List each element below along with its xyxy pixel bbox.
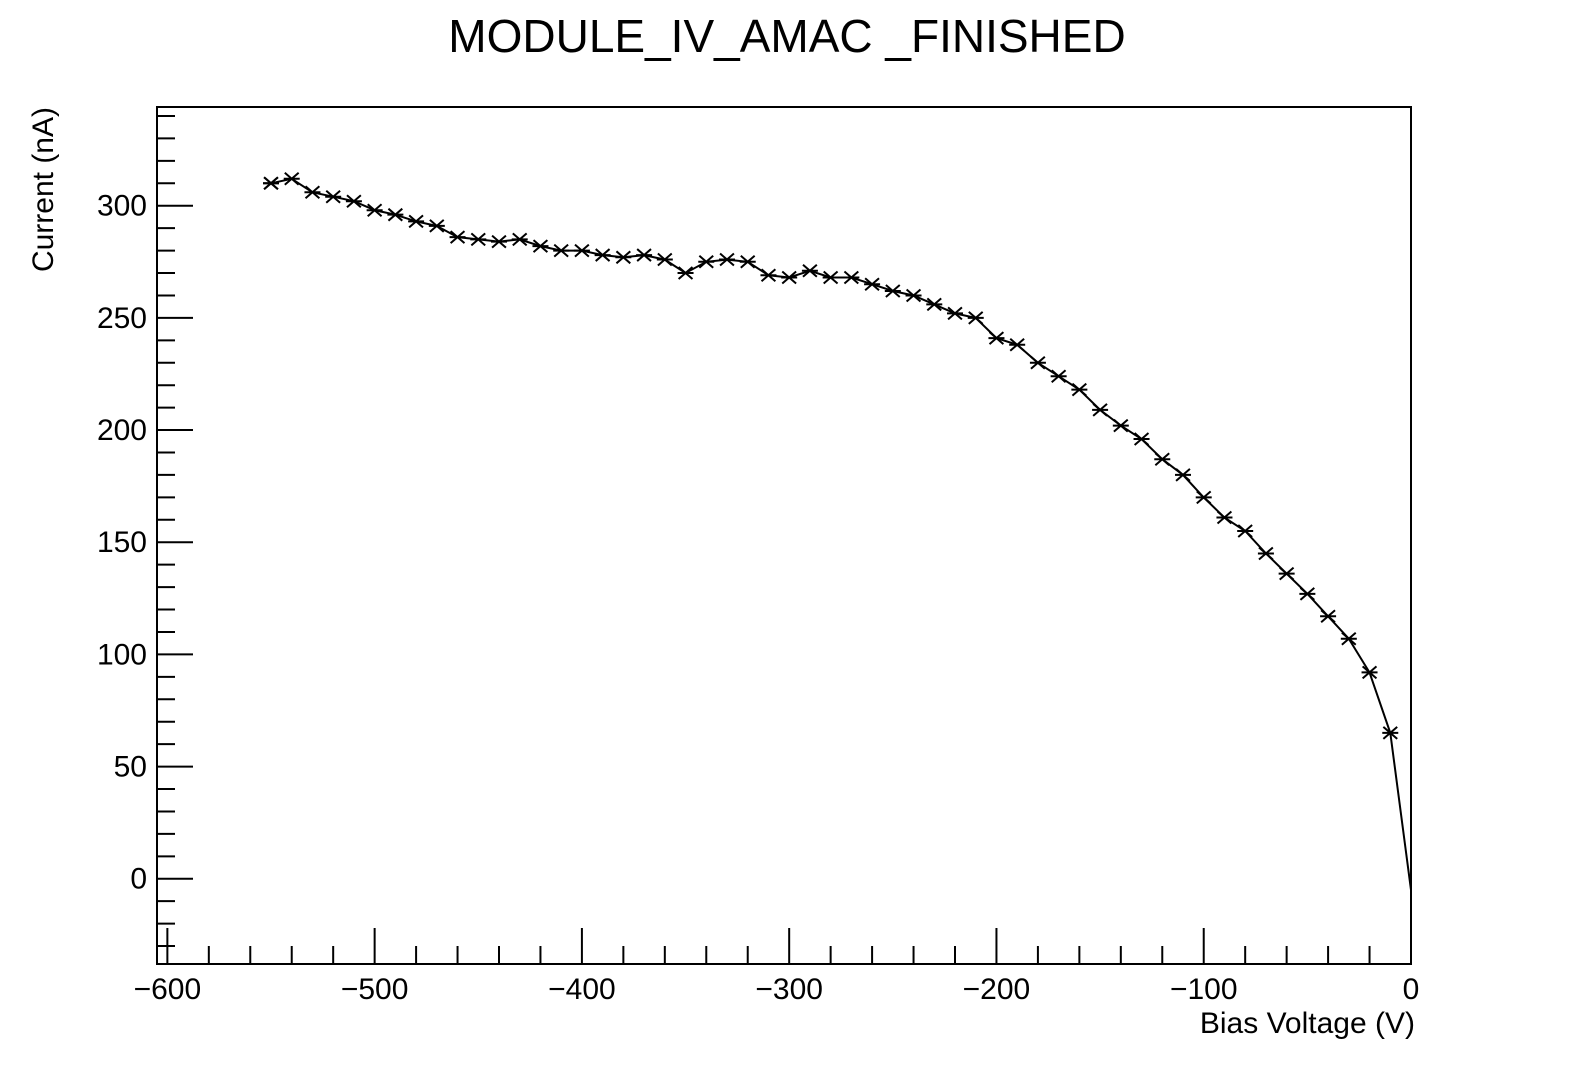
data-point-marker [1050,369,1067,383]
x-tick-label: −400 [548,973,616,1006]
data-point-marker [988,331,1005,345]
y-axis: 0 50 100 150 200 250 300 [97,114,193,948]
data-point-marker [387,207,404,222]
x-tick-label: −600 [134,973,202,1006]
data-point-marker [864,277,881,291]
series-group [263,172,1412,891]
data-point-marker [1009,338,1026,352]
data-point-marker [283,172,300,186]
data-point-marker [428,219,445,233]
data-point-marker [263,176,279,191]
data-point-marker [1320,609,1337,624]
data-point-marker [1175,468,1191,482]
data-point-marker [739,255,756,269]
x-tick-label: −500 [341,973,409,1006]
data-point-marker [511,232,528,247]
data-point-marker [1195,490,1212,505]
data-point-marker [636,248,653,262]
x-tick-label: 0 [1403,973,1420,1006]
data-point-marker [1071,382,1088,397]
data-point-marker [1382,726,1399,740]
data-point-marker [408,214,425,229]
data-point-marker [573,243,590,258]
y-axis-label: Current (nA) [27,107,60,272]
data-point-marker [1340,631,1357,646]
data-point-marker [884,284,901,298]
y-tick-label: 300 [97,190,147,223]
x-tick-label: −200 [963,973,1031,1006]
data-point-marker [822,270,839,285]
data-point-marker [905,288,922,303]
data-point-marker [491,234,507,249]
data-point-marker [366,203,383,217]
data-point-marker [1029,355,1046,370]
y-tick-label: 250 [97,302,147,335]
y-tick-label: 100 [97,638,147,671]
data-point-marker [1257,546,1274,561]
data-point-marker [1278,566,1295,581]
data-point-marker [719,252,735,267]
data-point-marker [594,248,611,262]
x-tick-label: −300 [755,973,823,1006]
x-axis: −600 −500 −400 −300 −200 −100 0 [134,928,1420,1006]
data-point-marker [1154,452,1171,466]
data-point-marker [1216,510,1233,525]
data-point-marker [801,264,818,278]
data-point-marker [781,270,798,285]
data-point-marker [843,270,860,285]
data-point-marker [1112,418,1129,433]
chart-title: MODULE_IV_AMAC _FINISHED [448,10,1125,62]
x-axis-label: Bias Voltage (V) [1200,1007,1415,1040]
y-tick-label: 150 [97,526,147,559]
y-tick-label: 200 [97,414,147,447]
data-point-marker [656,252,673,267]
data-point-marker [615,250,632,265]
data-point-marker [449,230,466,244]
data-point-marker [926,297,943,312]
data-point-marker [967,311,984,325]
y-tick-label: 50 [114,751,147,784]
data-point-marker [304,185,321,200]
data-point-marker [1133,432,1150,446]
data-point-marker [1299,587,1316,601]
x-tick-label: −100 [1170,973,1238,1006]
data-point-marker [470,232,487,247]
data-point-marker [1237,524,1254,538]
data-point-marker [1361,665,1378,680]
y-tick-label: 0 [130,863,147,896]
data-point-marker [698,255,715,269]
data-point-marker [677,266,694,280]
data-point-marker [947,306,963,321]
data-point-marker [553,243,570,258]
data-point-marker [1092,403,1109,417]
data-point-marker [325,189,342,204]
data-point-marker [760,268,777,283]
data-point-marker [345,194,362,208]
data-point-marker [532,239,549,253]
plot-frame [156,106,1412,965]
